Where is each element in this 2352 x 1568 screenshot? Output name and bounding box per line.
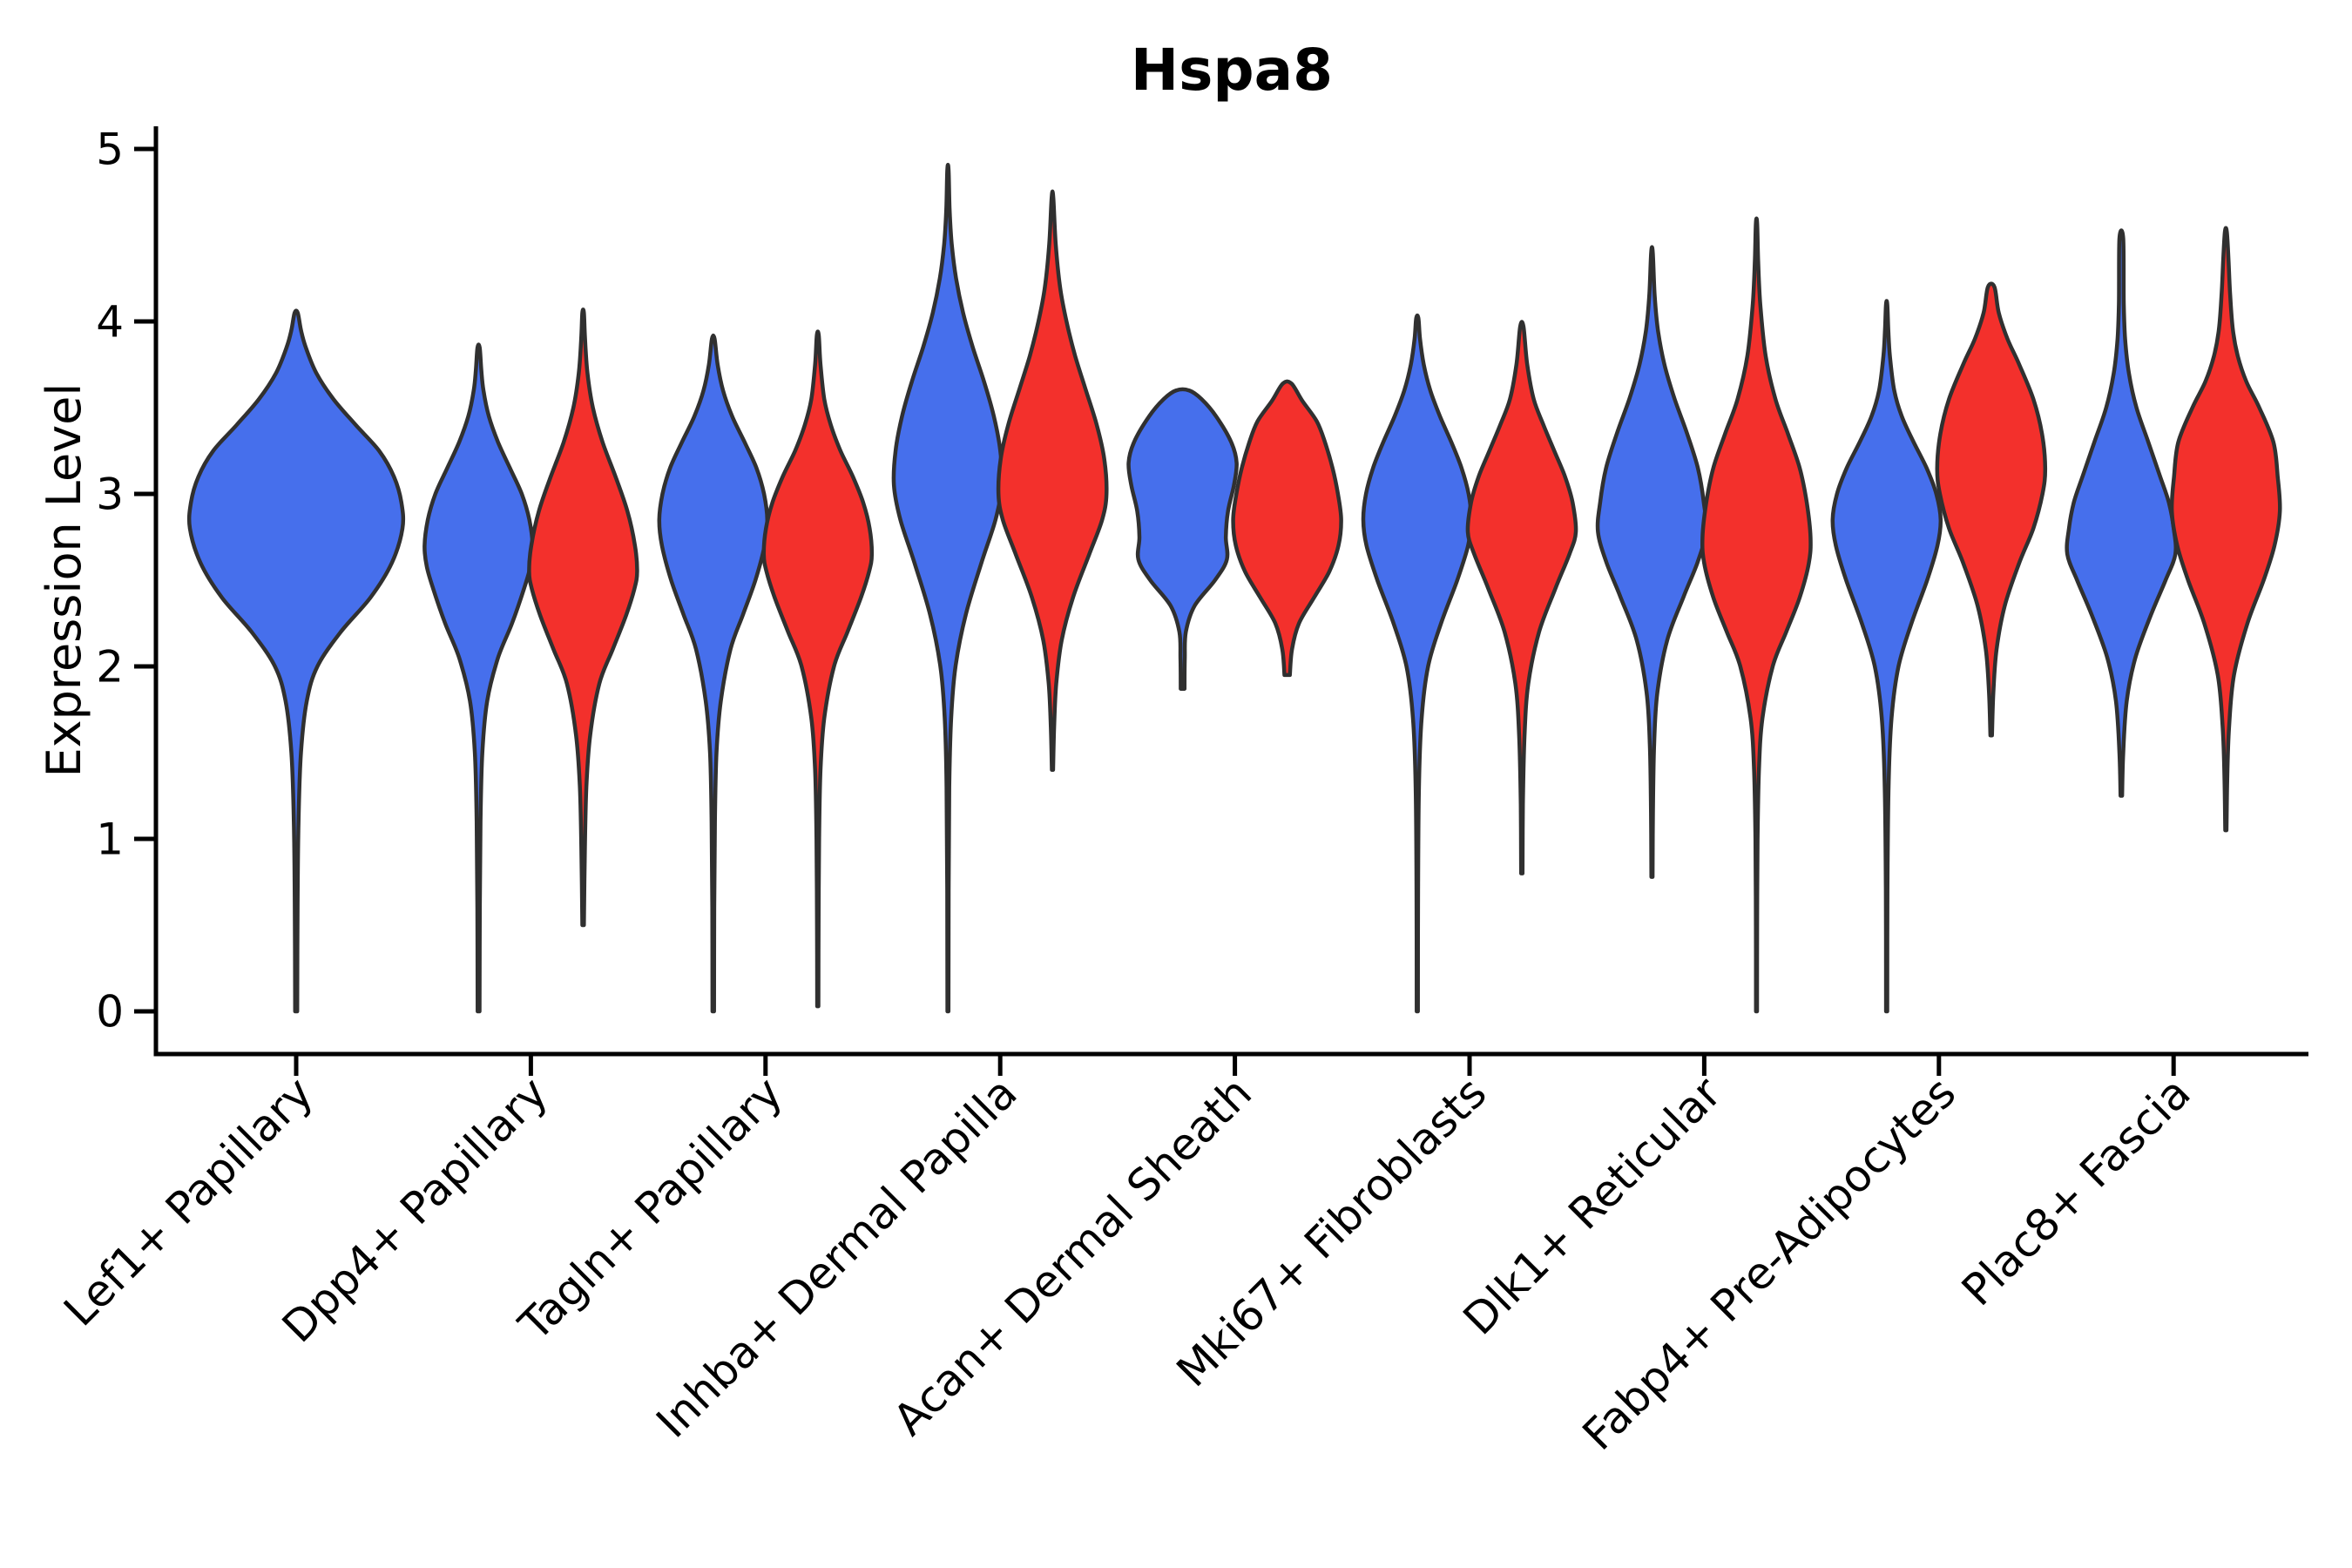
violins-group	[186, 162, 2282, 1014]
violin-plac8-fascia-blue	[2065, 228, 2179, 798]
violin-acan-dermal-sheath-red	[1231, 379, 1343, 678]
x-tick-label-dlk1-reticular: Dlk1+ Reticular	[1454, 1067, 1731, 1344]
violin-mki67-fibroblasts-red	[1465, 320, 1578, 875]
violin-tagln-papillary-red	[761, 329, 875, 1009]
violin-acan-dermal-sheath-blue	[1126, 387, 1239, 691]
y-tick-label: 3	[96, 470, 124, 520]
axes-group	[153, 126, 2308, 1057]
chart-title: Hspa8	[1131, 37, 1333, 104]
violin-fabp4-pre-adipocytes-blue	[1830, 299, 1943, 1014]
violin-plac8-fascia-red	[2169, 226, 2282, 833]
x-tick-label-plac8-fascia: Plac8+ Fascia	[1952, 1067, 2200, 1315]
x-tick-label-fabp4-pre-adipocytes: Fabp4+ Pre-Adipocytes	[1573, 1067, 1966, 1460]
violin-dlk1-reticular-blue	[1595, 245, 1708, 879]
violin-inhba-dermal-papilla-red	[996, 189, 1109, 773]
violin-tagln-papillary-blue	[657, 333, 770, 1014]
violin-dlk1-reticular-red	[1700, 216, 1813, 1014]
y-tick-label: 5	[96, 125, 124, 175]
y-tick-label: 4	[96, 297, 124, 348]
y-axis-label: Expression Level	[37, 383, 91, 778]
x-tick-label-lef1-papillary: Lef1+ Papillary	[54, 1067, 322, 1335]
violin-dpp4-papillary-red	[527, 308, 639, 928]
violin-mki67-fibroblasts-blue	[1361, 313, 1474, 1014]
violin-lef1-papillary-blue	[186, 308, 406, 1014]
y-tick-label: 1	[96, 814, 124, 865]
y-tick-label: 2	[96, 642, 124, 693]
y-ticks-group: 0 1 2 3 4 5	[96, 125, 156, 1037]
violin-inhba-dermal-papilla-blue	[891, 162, 1004, 1014]
y-tick-label: 0	[96, 987, 124, 1037]
violin-dpp4-papillary-blue	[422, 342, 535, 1014]
violin-fabp4-pre-adipocytes-red	[1935, 281, 2048, 738]
